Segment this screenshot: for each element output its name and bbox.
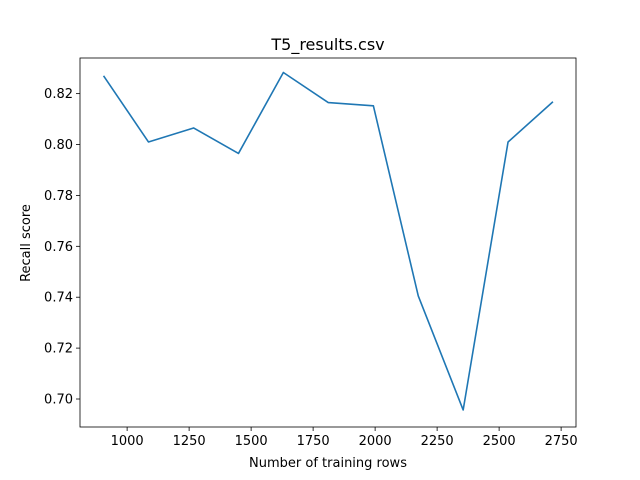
x-tick-label: 2000 [359, 434, 392, 449]
x-tick-label: 2500 [483, 434, 516, 449]
y-tick-label: 0.72 [44, 342, 73, 357]
x-tick-label: 1000 [111, 434, 144, 449]
y-tick-label: 0.74 [44, 291, 73, 306]
y-tick-label: 0.76 [44, 240, 73, 255]
x-tick-label: 2250 [421, 434, 454, 449]
x-tick-label: 2750 [545, 434, 578, 449]
y-tick-label: 0.70 [44, 393, 73, 408]
y-tick-label: 0.78 [44, 189, 73, 204]
x-tick-label: 1500 [235, 434, 268, 449]
y-tick-label: 0.82 [44, 87, 73, 102]
x-axis-label: Number of training rows [249, 456, 407, 471]
series-line-0 [102, 71, 554, 411]
plot-frame [79, 57, 577, 428]
plot-layer: 1000 1250 1500 1750 2000 2250 2500 2750 0.70 0.72… [44, 57, 578, 449]
x-tick-label: 1250 [173, 434, 206, 449]
x-tick-label: 1750 [297, 434, 330, 449]
y-tick-label: 0.80 [44, 138, 73, 153]
y-axis-label: Recall score [19, 204, 34, 282]
chart-title: T5_results.csv [270, 35, 384, 55]
